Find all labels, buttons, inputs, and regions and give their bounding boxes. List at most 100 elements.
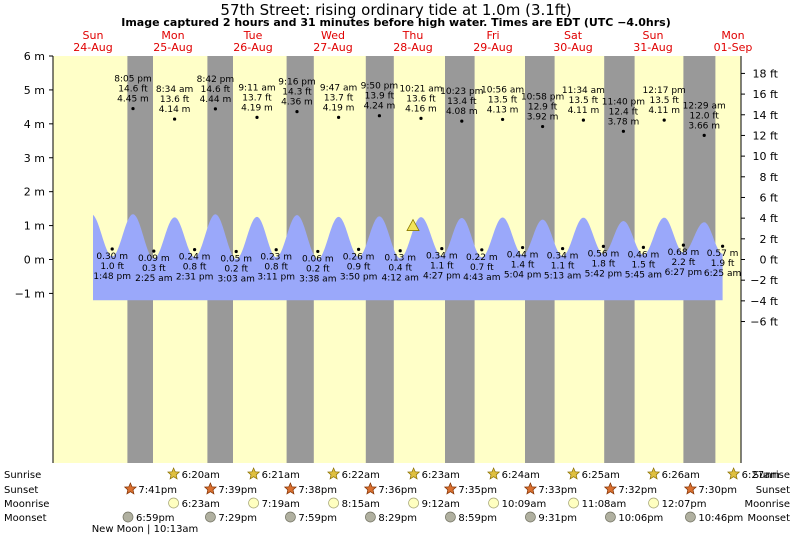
low-tide-metres: 0.44 m xyxy=(507,251,539,261)
day-date-label: 28‑Aug xyxy=(393,41,432,54)
high-tide-metres: 3.78 m xyxy=(608,117,640,127)
high-tide-feet: 12.0 ft xyxy=(689,111,719,121)
high-tide-dot xyxy=(581,118,586,122)
day-date-label: 30‑Aug xyxy=(553,41,592,54)
day-name-label: Sun xyxy=(83,29,104,42)
low-tide-feet: 2.2 ft xyxy=(672,258,696,268)
sunrise-icon xyxy=(327,467,341,480)
low-tide-time: 2:25 am xyxy=(135,274,172,284)
high-tide-time: 8:42 pm xyxy=(197,75,235,85)
moonset-time: 7:59pm xyxy=(298,513,337,524)
low-tide-time: 4:43 am xyxy=(463,273,500,283)
day-name-label: Wed xyxy=(321,29,345,42)
sunset-time: 7:41pm xyxy=(138,485,177,496)
left-tick-label: 4 m xyxy=(24,118,45,131)
sunrise-icon xyxy=(407,467,421,480)
left-tick-label: 0 m xyxy=(24,254,45,267)
high-tide-dot xyxy=(131,106,135,111)
high-tide-metres: 4.11 m xyxy=(568,106,600,116)
sunrise-icon xyxy=(727,467,741,480)
moonrise-time: 9:12am xyxy=(422,499,460,510)
low-tide-feet: 0.3 ft xyxy=(142,264,166,274)
high-tide-metres: 4.11 m xyxy=(648,106,680,116)
right-tick-label: 10 ft xyxy=(753,150,779,163)
high-tide-time: 10:23 pm xyxy=(440,87,483,97)
astro-row-label-right: Sunrise xyxy=(753,470,790,481)
astro-row-label-right: Moonrise xyxy=(745,499,790,510)
day-date-label: 24‑Aug xyxy=(73,41,112,54)
sunrise-time: 6:27am xyxy=(742,470,780,481)
moonrise-time: 11:08am xyxy=(582,499,627,510)
low-tide-feet: 1.5 ft xyxy=(632,260,656,270)
low-tide-dot xyxy=(316,249,320,254)
sunset-time: 7:30pm xyxy=(698,485,737,496)
moonrise-icon xyxy=(248,497,259,509)
day-date-label: 27‑Aug xyxy=(313,41,352,54)
sunrise-icon xyxy=(167,467,181,480)
high-tide-dot xyxy=(337,115,341,119)
low-tide-metres: 0.06 m xyxy=(302,254,334,264)
moonrise-icon xyxy=(648,497,659,509)
low-tide-time: 3:11 pm xyxy=(257,273,295,283)
high-tide-dot xyxy=(662,118,666,122)
high-tide-feet: 13.9 ft xyxy=(365,92,395,102)
low-tide-metres: 0.34 m xyxy=(547,252,579,262)
high-tide-feet: 13.5 ft xyxy=(649,96,679,106)
moonset-icon xyxy=(605,511,616,523)
moonset-icon xyxy=(365,511,376,523)
low-tide-dot xyxy=(110,247,114,251)
day-date-label: 25‑Aug xyxy=(153,41,192,54)
low-tide-time: 5:04 pm xyxy=(504,271,542,281)
left-tick-label: 3 m xyxy=(24,152,45,165)
moonrise-icon xyxy=(408,497,419,509)
sunset-icon xyxy=(443,482,457,495)
low-tide-feet: 0.4 ft xyxy=(388,264,412,274)
moonset-icon xyxy=(685,511,696,523)
sunset-time: 7:33pm xyxy=(538,485,577,496)
sunset-icon xyxy=(203,482,217,495)
high-tide-time: 10:21 am xyxy=(399,84,442,94)
sunset-time: 7:35pm xyxy=(458,485,497,496)
high-tide-feet: 13.5 ft xyxy=(488,95,518,105)
sunrise-time: 6:24am xyxy=(502,470,540,481)
low-tide-time: 3:03 am xyxy=(218,275,255,285)
high-tide-metres: 4.19 m xyxy=(241,103,273,113)
sunrise-time: 6:22am xyxy=(342,470,380,481)
day-name-label: Thu xyxy=(402,29,424,42)
low-tide-metres: 0.22 m xyxy=(466,253,498,263)
high-tide-metres: 4.45 m xyxy=(117,95,149,105)
day-name-label: Tue xyxy=(243,29,263,42)
high-tide-feet: 13.7 ft xyxy=(324,93,354,103)
low-tide-dot xyxy=(357,247,361,251)
high-tide-dot xyxy=(295,110,299,114)
sunset-time: 7:39pm xyxy=(218,485,257,496)
low-tide-metres: 0.34 m xyxy=(426,252,458,262)
day-name-label: Mon xyxy=(721,29,744,42)
astro-row-label-right: Moonset xyxy=(748,513,791,524)
high-tide-time: 10:56 am xyxy=(481,85,524,95)
sunrise-icon xyxy=(647,467,661,480)
day-date-label: 31‑Aug xyxy=(633,41,672,54)
low-tide-metres: 0.05 m xyxy=(220,255,252,265)
low-tide-metres: 0.09 m xyxy=(138,254,170,264)
moon-phase-note: New Moon | 10:13am xyxy=(92,524,199,535)
low-tide-metres: 0.46 m xyxy=(628,250,660,260)
high-tide-metres: 4.36 m xyxy=(281,98,313,108)
high-tide-time: 11:40 pm xyxy=(602,97,645,107)
left-tick-label: 6 m xyxy=(24,50,45,63)
low-tide-time: 4:27 pm xyxy=(423,272,461,282)
moonset-time: 10:46pm xyxy=(698,513,743,524)
sunrise-time: 6:21am xyxy=(262,470,300,481)
sunrise-icon xyxy=(487,467,501,480)
high-tide-time: 9:16 pm xyxy=(278,78,316,88)
sunrise-icon xyxy=(567,467,581,480)
moonset-icon xyxy=(122,511,134,523)
chart-subtitle: Image captured 2 hours and 31 minutes be… xyxy=(121,16,671,29)
low-tide-feet: 0.7 ft xyxy=(470,263,494,273)
high-tide-dot xyxy=(255,115,259,119)
right-tick-label: 2 ft xyxy=(760,233,779,246)
right-tick-label: −6 ft xyxy=(750,316,778,329)
low-tide-feet: 1.1 ft xyxy=(551,262,575,272)
high-tide-time: 9:50 pm xyxy=(361,82,399,92)
astronomy-table: Sunrise Sunrise Sunset Sunset Moonrise Moonri… xyxy=(4,467,791,535)
